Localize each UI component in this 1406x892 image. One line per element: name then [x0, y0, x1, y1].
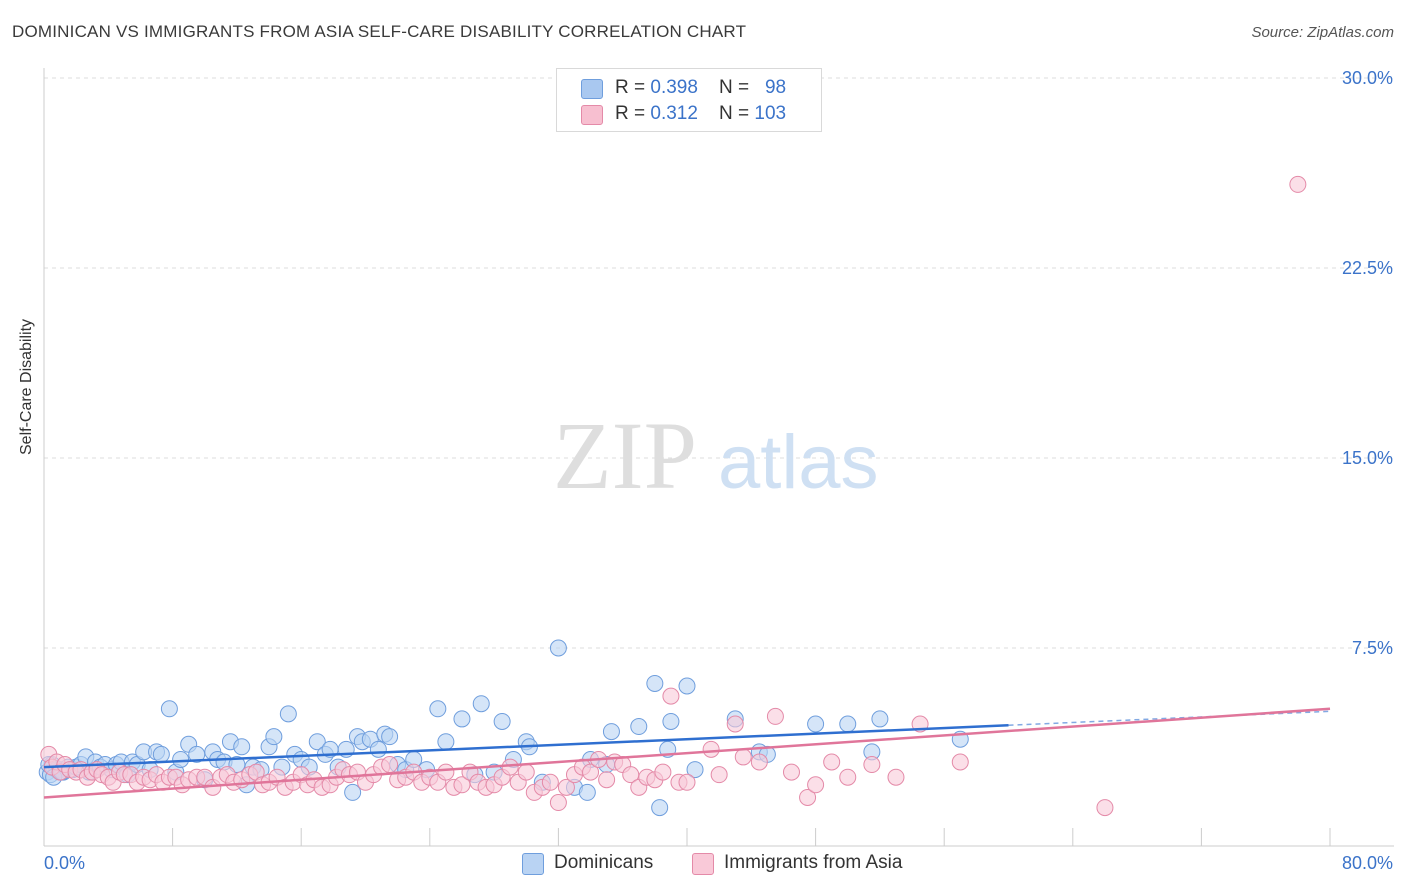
watermark-zip: ZIP	[553, 402, 697, 509]
immigrants-asia-point	[678, 773, 696, 791]
axes	[43, 68, 1394, 847]
dominicans-point	[344, 783, 362, 801]
y-tick-label: 7.5%	[1352, 638, 1393, 658]
dominicans-point	[602, 723, 620, 741]
legend-label-dominicans: Dominicans	[554, 852, 654, 873]
dominicans-point	[630, 718, 648, 736]
immigrants-asia-point	[839, 768, 857, 786]
immigrants-asia-point	[782, 763, 800, 781]
immigrants-asia-point	[734, 748, 752, 766]
grid-lines	[44, 77, 1394, 649]
dominicans-point	[678, 677, 696, 695]
legend-r-value: 0.398	[650, 77, 698, 98]
immigrants-asia-point	[541, 773, 559, 791]
dominicans-point	[172, 750, 190, 768]
immigrants-asia-point	[501, 758, 519, 776]
immigrants-asia-point	[823, 753, 841, 771]
immigrants-asia-point	[807, 776, 825, 794]
dominicans-trend-extension	[1008, 710, 1331, 727]
immigrants-asia-point	[654, 763, 672, 781]
dominicans-point	[686, 761, 704, 779]
legend-swatch-immigrants-asia	[581, 105, 603, 125]
dominicans-point	[646, 674, 664, 692]
dominicans-point	[381, 728, 399, 746]
watermark: ZIP atlas	[553, 402, 879, 509]
data-points	[38, 175, 1307, 817]
immigrants-asia-point	[702, 740, 720, 758]
immigrants-asia-point	[598, 771, 616, 789]
immigrants-asia-point	[517, 763, 535, 781]
immigrants-asia-point	[951, 753, 969, 771]
dominicans-trend-line	[43, 724, 1009, 769]
dominicans-point	[493, 712, 511, 730]
dominicans-point	[871, 710, 889, 728]
immigrants-asia-point	[437, 763, 455, 781]
y-tick-label: 30.0%	[1342, 68, 1393, 88]
watermark-atlas: atlas	[718, 420, 879, 505]
immigrants-asia-point	[582, 763, 600, 781]
legend-swatch-dominicans	[522, 853, 544, 875]
dominicans-point	[308, 733, 326, 751]
legend-n-value: 98	[764, 77, 787, 98]
immigrants-asia-point	[549, 794, 567, 812]
dominicans-point	[453, 710, 471, 728]
legend-n-label: N =	[719, 103, 755, 124]
dominicans-point	[160, 700, 178, 718]
dominicans-point	[549, 639, 567, 657]
dominicans-point	[279, 705, 297, 723]
legend-swatch-dominicans	[581, 79, 603, 99]
y-tick-label: 22.5%	[1342, 258, 1393, 278]
legend-r-label: R =	[615, 103, 651, 124]
dominicans-point	[839, 715, 857, 733]
source-label: Source: ZipAtlas.com	[1251, 24, 1394, 41]
immigrants-asia-point	[799, 788, 817, 806]
immigrants-asia-point	[863, 756, 881, 774]
y-tick-label: 15.0%	[1342, 448, 1393, 468]
tick-labels: 7.5% 15.0% 22.5% 30.0% 0.0% 80.0%	[44, 68, 1393, 873]
immigrants-asia-trend-line	[43, 707, 1331, 799]
dominicans-point	[472, 695, 490, 713]
immigrants-asia-point	[726, 715, 744, 733]
dominicans-point	[152, 745, 170, 763]
dominicans-point	[233, 738, 251, 756]
legend-swatch-immigrants-asia	[692, 853, 714, 875]
legend-n-value: 103	[754, 103, 787, 124]
dominicans-point	[662, 712, 680, 730]
legend-n-label: N =	[719, 77, 755, 98]
chart-title: DOMINICAN VS IMMIGRANTS FROM ASIA SELF-C…	[12, 22, 747, 41]
dominicans-point	[429, 700, 447, 718]
trend-lines	[43, 707, 1331, 799]
dominicans-point	[651, 799, 669, 817]
immigrants-asia-point	[887, 768, 905, 786]
immigrants-asia-point	[1096, 799, 1114, 817]
immigrants-asia-point	[766, 707, 784, 725]
dominicans-point	[369, 740, 387, 758]
dominicans-point	[578, 783, 596, 801]
immigrants-asia-point	[710, 766, 728, 784]
immigrants-asia-point	[557, 778, 575, 796]
y-axis-label: Self-Care Disability	[18, 318, 35, 455]
legend-r-value: 0.312	[650, 103, 698, 124]
dominicans-point	[807, 715, 825, 733]
x-tick-label: 0.0%	[44, 853, 85, 873]
legend-label-immigrants-asia: Immigrants from Asia	[724, 852, 903, 873]
dominicans-point	[265, 728, 283, 746]
correlation-legend: R = 0.398 N = 98 R = 0.312 N = 103	[556, 68, 822, 132]
immigrants-asia-point	[381, 756, 399, 774]
immigrants-asia-point	[662, 687, 680, 705]
immigrants-asia-point	[1289, 175, 1307, 193]
dominicans-point	[437, 733, 455, 751]
immigrants-asia-point	[750, 753, 768, 771]
legend-r-label: R =	[615, 77, 651, 98]
x-tick-label: 80.0%	[1342, 853, 1393, 873]
